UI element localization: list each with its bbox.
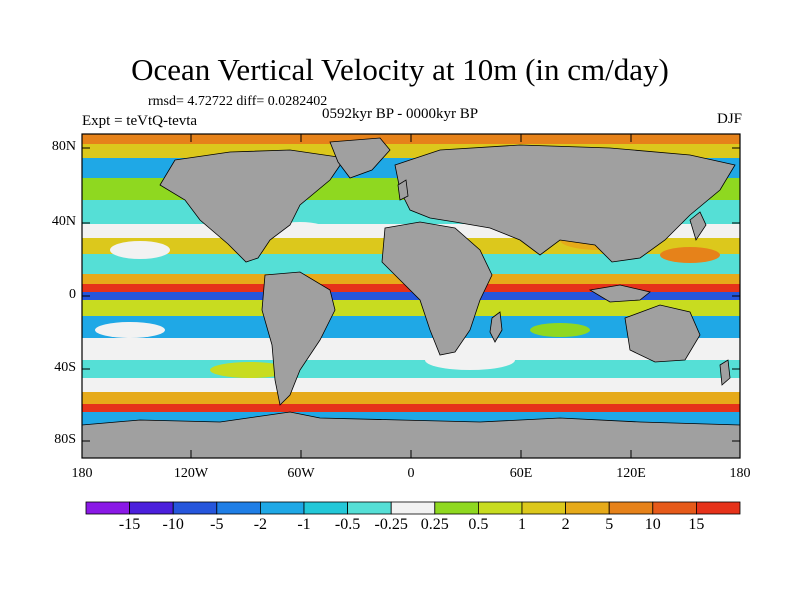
colorbar-swatch <box>608 501 654 515</box>
colorbar-tick-label: 15 <box>688 516 705 533</box>
lon-label-180w: 180 <box>71 466 93 481</box>
colorbar-swatch <box>696 501 741 515</box>
colorbar-swatch <box>172 501 218 515</box>
colorbar-swatch <box>303 501 348 515</box>
colorbar-swatch <box>390 501 436 515</box>
stats-label: rmsd= 4.72722 diff= 0.0282402 <box>148 94 328 109</box>
colorbar-tick-label: -5 <box>210 516 224 533</box>
colorbar-tick-label: 10 <box>644 516 661 533</box>
colorbar-swatch <box>434 501 479 515</box>
lon-label-60e: 60E <box>509 466 533 481</box>
season-label: DJF <box>716 111 742 127</box>
colorbar-tick-label: 1 <box>518 516 526 533</box>
colorbar-swatch <box>652 501 697 515</box>
colorbar-tick-label: 2 <box>561 516 570 533</box>
colorbar-tick-label: 5 <box>605 516 614 533</box>
lon-label-120w: 120W <box>173 466 209 481</box>
colorbar-tick-label: -1 <box>297 516 311 533</box>
lat-label-40n: 40N <box>51 214 76 229</box>
land-masses <box>82 137 740 458</box>
lat-label-80n: 80N <box>51 139 76 154</box>
lat-label-80s: 80S <box>54 432 76 447</box>
lon-label-0: 0 <box>407 466 415 481</box>
colorbar-tick-label: 0.25 <box>420 516 449 533</box>
period-label: 0592kyr BP - 0000kyr BP <box>322 106 479 122</box>
lon-label-180e: 180 <box>729 466 751 481</box>
colorbar-tick-label: -0.5 <box>334 516 361 533</box>
colorbar-swatch <box>347 501 392 515</box>
colorbar-tick-label: -15 <box>118 516 141 533</box>
lat-label-40s: 40S <box>54 360 76 375</box>
colorbar-swatch <box>565 501 610 515</box>
colorbar-swatch <box>477 501 523 515</box>
colorbar-swatch <box>521 501 566 515</box>
colorbar-tick-label: 0.5 <box>468 516 489 533</box>
colorbar-tick-label: -2 <box>253 516 268 533</box>
lat-label-0: 0 <box>69 287 76 302</box>
colorbar-swatch <box>129 501 174 515</box>
colorbar-swatch <box>85 501 130 515</box>
lon-label-60w: 60W <box>287 466 315 481</box>
experiment-label: Expt = teVtQ-tevta <box>82 113 198 129</box>
lon-label-120e: 120E <box>616 466 646 481</box>
map-title: Ocean Vertical Velocity at 10m (in cm/da… <box>131 52 669 87</box>
colorbar-tick-label: -0.25 <box>374 516 408 533</box>
colorbar-swatch <box>216 501 261 515</box>
colorbar-tick-label: -10 <box>162 516 184 533</box>
colorbar-swatch <box>259 501 305 515</box>
